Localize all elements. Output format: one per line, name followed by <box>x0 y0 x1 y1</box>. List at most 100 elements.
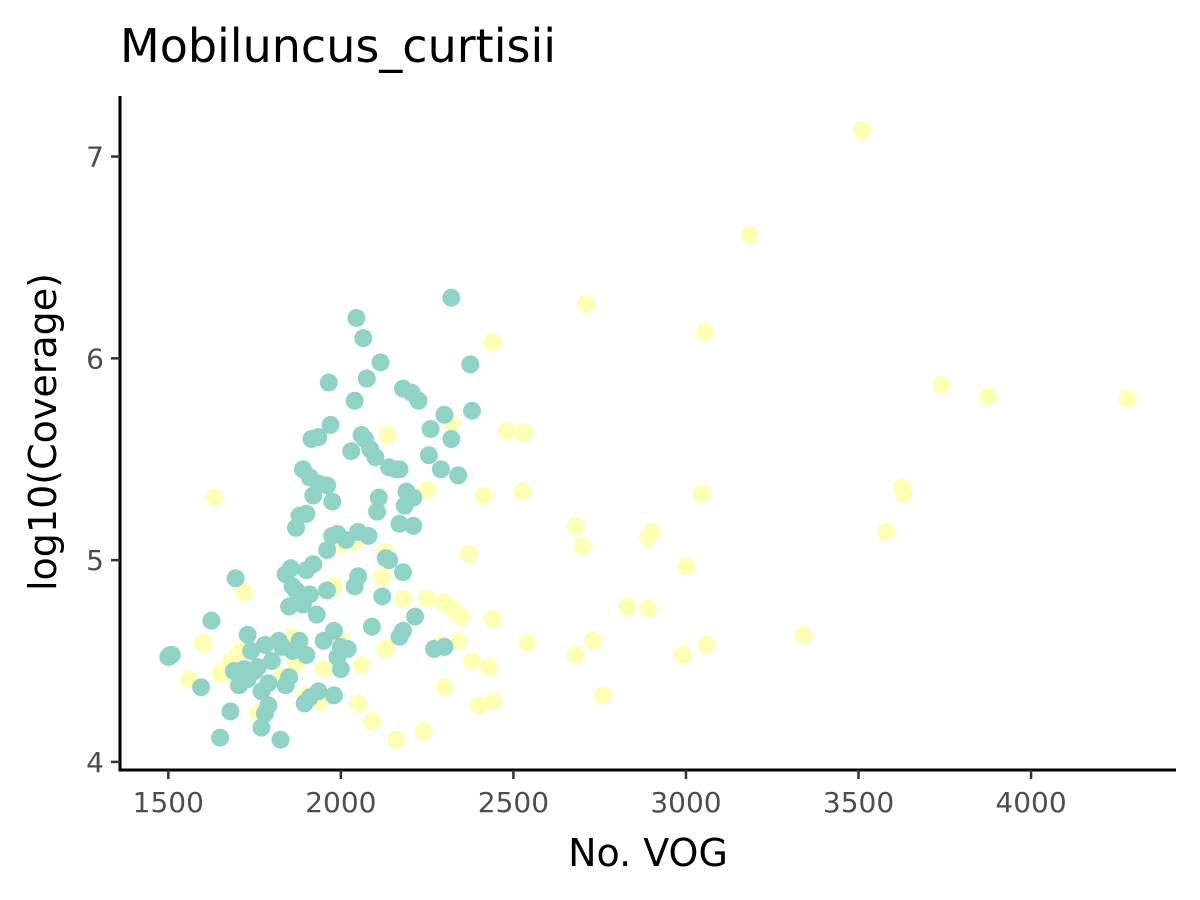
y-tick-label: 6 <box>86 342 104 375</box>
data-point <box>271 730 290 749</box>
data-point <box>342 442 361 461</box>
data-point <box>287 518 305 537</box>
data-point <box>393 589 412 608</box>
data-point <box>211 664 230 683</box>
data-point <box>442 430 461 449</box>
data-point <box>331 660 350 679</box>
x-tick-label: 2500 <box>478 786 549 819</box>
data-point <box>418 589 437 608</box>
data-point <box>304 486 323 505</box>
data-point <box>242 641 261 660</box>
data-point <box>337 530 356 549</box>
data-point <box>280 597 299 616</box>
data-point <box>323 492 342 511</box>
data-point <box>469 696 488 715</box>
x-axis-ticks: 1500 2000 2500 3000 3500 4000 <box>133 770 1067 819</box>
data-points <box>159 121 1137 749</box>
data-point <box>345 391 364 410</box>
data-point <box>359 526 378 545</box>
data-point <box>345 577 364 596</box>
data-point <box>368 502 387 521</box>
data-point <box>497 421 516 440</box>
data-point <box>387 730 406 749</box>
data-point <box>852 121 871 140</box>
y-axis-ticks: 4 5 6 7 <box>86 141 120 779</box>
data-point <box>362 617 381 636</box>
data-point <box>406 607 425 626</box>
data-point <box>238 625 257 644</box>
data-point <box>192 678 211 697</box>
data-point <box>461 355 480 374</box>
data-point <box>362 712 381 731</box>
x-tick-label: 3000 <box>650 786 721 819</box>
data-point <box>235 583 254 602</box>
data-point <box>566 516 585 535</box>
data-point <box>431 460 450 479</box>
data-point <box>435 405 454 424</box>
data-point <box>463 401 481 420</box>
data-point <box>576 294 595 313</box>
data-point <box>205 488 224 507</box>
data-point <box>262 652 281 671</box>
data-point <box>514 424 533 442</box>
data-point <box>378 426 397 445</box>
data-point <box>740 226 759 245</box>
data-point <box>319 373 338 392</box>
data-point <box>373 587 392 606</box>
data-point <box>297 504 316 523</box>
data-point <box>594 686 613 705</box>
data-point <box>230 676 249 695</box>
data-point <box>371 353 390 372</box>
data-point <box>352 656 371 675</box>
data-point <box>297 645 316 664</box>
data-point <box>1118 389 1137 408</box>
data-point <box>276 676 295 695</box>
data-point <box>255 635 274 654</box>
data-point <box>321 415 340 434</box>
data-point <box>932 375 951 394</box>
data-point <box>252 682 271 701</box>
data-point <box>347 308 366 327</box>
data-point <box>421 419 440 438</box>
data-point <box>566 645 585 664</box>
data-point <box>293 595 312 614</box>
data-point <box>373 567 392 586</box>
data-point <box>224 662 243 681</box>
data-point <box>697 635 716 654</box>
data-point <box>324 686 343 705</box>
data-point <box>395 496 414 515</box>
data-point <box>894 484 913 503</box>
data-point <box>583 631 602 650</box>
data-point <box>380 551 399 570</box>
data-point <box>483 609 502 628</box>
data-point <box>376 639 395 658</box>
data-point <box>518 633 537 652</box>
data-point <box>309 428 328 447</box>
data-point <box>318 581 337 600</box>
data-point <box>877 522 896 541</box>
y-tick-label: 7 <box>86 141 104 174</box>
data-point <box>307 605 326 624</box>
data-point <box>318 476 337 495</box>
y-tick-label: 4 <box>86 746 104 779</box>
data-point <box>318 541 337 560</box>
data-point <box>404 516 423 535</box>
data-point <box>202 611 221 630</box>
data-point <box>393 563 412 582</box>
data-point <box>483 333 502 352</box>
data-point <box>452 607 471 626</box>
data-point <box>442 288 461 307</box>
data-point <box>300 688 319 707</box>
data-point <box>226 569 245 588</box>
data-point <box>978 387 997 406</box>
data-point <box>409 391 428 410</box>
data-point <box>480 658 499 677</box>
data-point <box>695 323 714 342</box>
data-point <box>390 627 409 646</box>
data-point <box>483 692 502 711</box>
data-point <box>369 488 388 507</box>
data-point <box>354 329 373 348</box>
chart-title: Mobiluncus_curtisii <box>120 19 556 73</box>
data-point <box>314 660 333 679</box>
data-point <box>366 448 385 467</box>
